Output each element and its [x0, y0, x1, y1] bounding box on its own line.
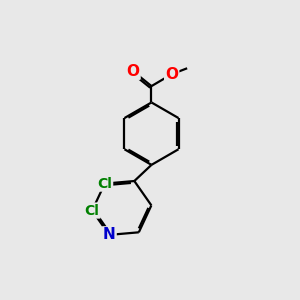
Text: O: O	[127, 64, 140, 79]
Text: Cl: Cl	[85, 203, 100, 218]
Text: O: O	[165, 67, 178, 82]
Text: N: N	[103, 227, 116, 242]
Text: Cl: Cl	[97, 177, 112, 190]
